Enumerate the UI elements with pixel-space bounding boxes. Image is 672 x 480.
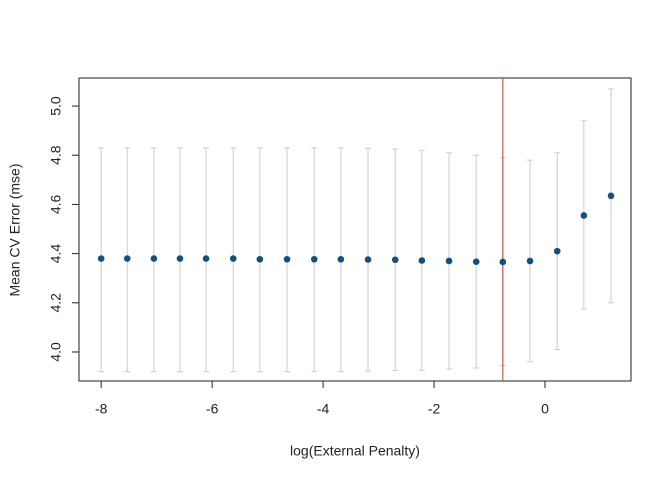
plot-frame — [78, 77, 632, 382]
x-tick-label: -2 — [428, 401, 441, 417]
point — [202, 255, 210, 262]
x-tick-label: 0 — [541, 401, 549, 417]
point — [256, 255, 264, 263]
y-tick-label: 4.6 — [48, 194, 64, 214]
point — [176, 255, 184, 262]
point — [310, 255, 318, 263]
point — [553, 247, 561, 255]
x-tick-label: -6 — [206, 401, 219, 417]
point — [391, 256, 399, 264]
point — [526, 257, 534, 265]
point — [499, 258, 507, 266]
y-tick-label: 4.0 — [48, 342, 64, 362]
point — [607, 192, 615, 200]
y-axis-label: Mean CV Error (mse) — [7, 163, 23, 296]
y-tick-label: 4.8 — [48, 145, 64, 165]
x-tick-label: -8 — [95, 401, 108, 417]
point — [97, 255, 105, 262]
point — [229, 255, 237, 262]
point — [580, 212, 588, 219]
point — [445, 257, 453, 265]
y-tick-label: 4.4 — [48, 244, 64, 264]
y-tick-label: 5.0 — [48, 96, 64, 116]
point — [283, 255, 291, 263]
point — [418, 257, 426, 264]
point — [337, 255, 345, 263]
y-tick-label: 4.2 — [48, 293, 64, 313]
x-axis-label: log(External Penalty) — [290, 443, 420, 459]
point — [364, 256, 372, 263]
x-tick-label: -4 — [317, 401, 330, 417]
point — [150, 255, 158, 262]
point — [123, 255, 131, 262]
point — [472, 258, 480, 266]
